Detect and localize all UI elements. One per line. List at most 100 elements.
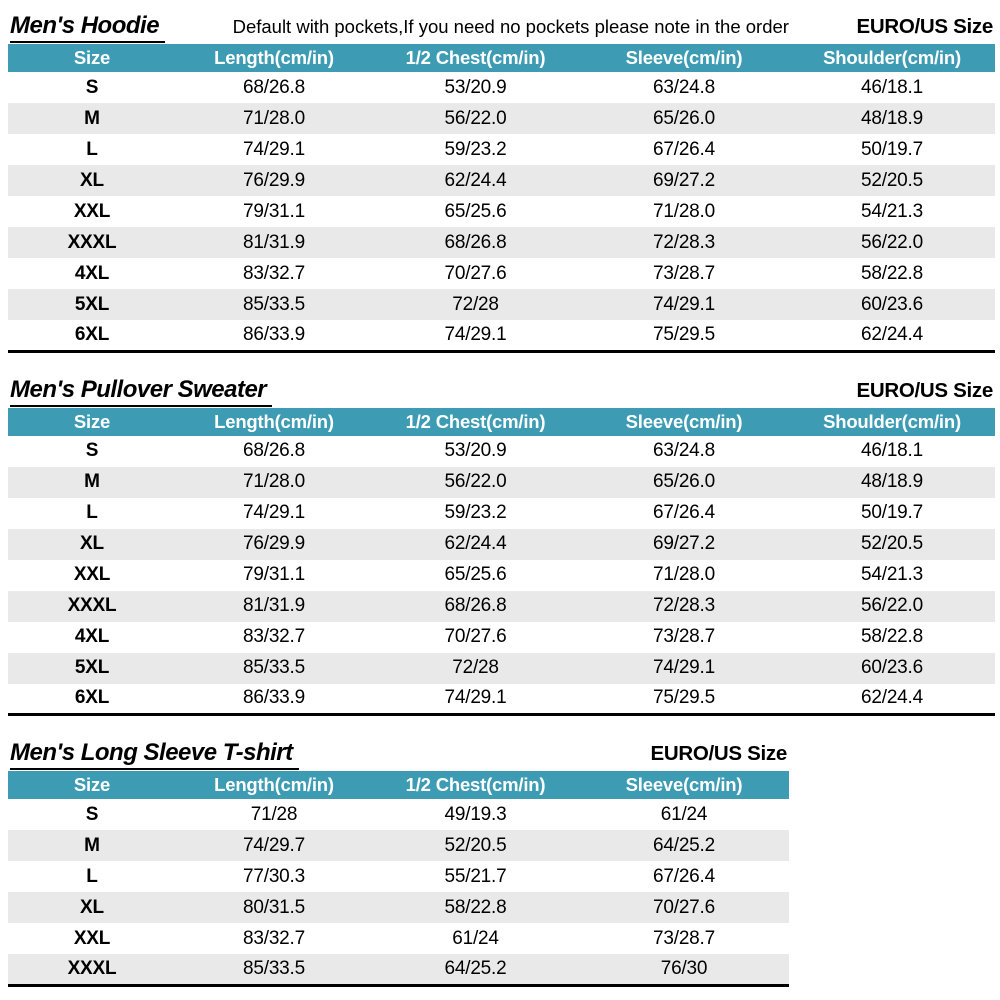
size-cell: L (86, 502, 98, 523)
measurement-cell: 48/18.9 (861, 107, 923, 129)
table-body: S 68/26.8 53/20.9 63/24.8 46/18.1 M 71/28.0 56/… (8, 435, 995, 715)
measurement-cell: 49/19.3 (444, 803, 507, 825)
measurement-cell: 81/31.9 (243, 231, 305, 253)
measurement-cell: 85/33.5 (243, 293, 305, 315)
measurement-cell: 76/30 (660, 957, 708, 979)
measurement-cell: 83/32.7 (243, 626, 305, 647)
size-cell: 4XL (74, 262, 110, 284)
size-cell: XL (80, 533, 104, 554)
measurement-cell: 68/26.8 (444, 231, 507, 253)
measurement-cell: 55/21.7 (444, 865, 507, 887)
section-header: Men's Pullover Sweater EURO/US Size (8, 376, 995, 408)
table-header-row: Size Length(cm/in) 1/2 Chest(cm/in) Sleeve(… (8, 407, 995, 436)
measurement-cell: 71/28.0 (653, 200, 715, 222)
measurement-cell: 68/26.8 (444, 595, 507, 616)
measurement-cell: 72/28 (452, 293, 499, 315)
column-header: Length(cm/in) (176, 407, 372, 436)
measurement-cell: 60/23.6 (861, 657, 923, 678)
table-row: S 68/26.8 53/20.9 63/24.8 46/18.1 (8, 435, 995, 467)
column-header: Shoulder(cm/in) (789, 407, 995, 436)
measurement-cell: 67/26.4 (653, 138, 715, 160)
table-row: XXL 79/31.1 65/25.6 71/28.0 54/21.3 (8, 196, 995, 227)
pullover-size-table: Size Length(cm/in) 1/2 Chest(cm/in) Sleeve(… (8, 407, 995, 716)
size-cell: L (86, 865, 98, 887)
measurement-cell: 71/28.0 (243, 107, 305, 129)
measurement-cell: 56/22.0 (861, 595, 923, 616)
table-row: L 74/29.1 59/23.2 67/26.4 50/19.7 (8, 497, 995, 529)
measurement-cell: 52/20.5 (444, 834, 507, 856)
measurement-cell: 62/24.4 (861, 323, 923, 345)
measurement-cell: 70/27.6 (444, 626, 507, 647)
table-body: S 68/26.8 53/20.9 63/24.8 46/18.1 M 71/28.0 56/… (8, 72, 995, 351)
measurement-cell: 74/29.1 (444, 687, 507, 709)
measurement-cell: 71/28 (250, 803, 298, 825)
size-cell: 4XL (74, 626, 110, 647)
measurement-cell: 72/28.3 (653, 595, 715, 616)
measurement-cell: 56/22.0 (444, 107, 507, 129)
size-cell: S (85, 440, 99, 461)
measurement-cell: 71/28.0 (653, 564, 715, 585)
size-cell: M (84, 107, 100, 129)
table-row: XXL 83/32.7 61/24 73/28.7 (8, 923, 789, 954)
table-row: L 77/30.3 55/21.7 67/26.4 (8, 861, 789, 892)
measurement-cell: 52/20.5 (861, 169, 923, 191)
size-standard-label: EURO/US Size (856, 378, 993, 402)
size-cell: XXXL (67, 595, 117, 616)
column-header: Size (8, 771, 176, 799)
measurement-cell: 60/23.6 (861, 293, 923, 315)
table-row: 6XL 86/33.9 74/29.1 75/29.5 62/24.4 (8, 320, 995, 351)
measurement-cell: 64/25.2 (444, 957, 507, 979)
measurement-cell: 81/31.9 (243, 595, 305, 616)
table-row: 4XL 83/32.7 70/27.6 73/28.7 58/22.8 (8, 621, 995, 653)
measurement-cell: 69/27.2 (653, 533, 715, 554)
measurement-cell: 68/26.8 (243, 440, 305, 461)
size-cell: XXL (73, 927, 111, 949)
measurement-cell: 77/30.3 (243, 865, 305, 887)
size-cell: 6XL (74, 687, 110, 709)
measurement-cell: 56/22.0 (444, 471, 507, 492)
column-header: Size (8, 44, 176, 72)
section-header: Men's Hoodie Default with pockets,If you… (8, 12, 995, 44)
table-row: 6XL 86/33.9 74/29.1 75/29.5 62/24.4 (8, 683, 995, 715)
measurement-cell: 73/28.7 (653, 262, 715, 284)
size-cell: XXL (73, 564, 111, 585)
measurement-cell: 63/24.8 (653, 440, 715, 461)
header-row: Size Length(cm/in) 1/2 Chest(cm/in) Sleeve(… (8, 771, 789, 799)
measurement-cell: 46/18.1 (861, 440, 923, 461)
table-row: 5XL 85/33.5 72/28 74/29.1 60/23.6 (8, 652, 995, 684)
measurement-cell: 83/32.7 (243, 927, 305, 949)
measurement-cell: 58/22.8 (861, 626, 923, 647)
measurement-cell: 50/19.7 (861, 138, 923, 160)
column-header: 1/2 Chest(cm/in) (372, 771, 579, 799)
measurement-cell: 73/28.7 (653, 626, 715, 647)
measurement-cell: 54/21.3 (861, 564, 923, 585)
measurement-cell: 65/26.0 (653, 471, 715, 492)
section-hoodie: Men's Hoodie Default with pockets,If you… (8, 12, 995, 353)
measurement-cell: 54/21.3 (861, 200, 923, 222)
measurement-cell: 80/31.5 (243, 896, 305, 918)
measurement-cell: 76/29.9 (243, 169, 305, 191)
measurement-cell: 74/29.1 (243, 138, 305, 160)
measurement-cell: 69/27.2 (653, 169, 715, 191)
column-header: Sleeve(cm/in) (579, 771, 789, 799)
measurement-cell: 72/28.3 (653, 231, 715, 253)
measurement-cell: 85/33.5 (243, 957, 305, 979)
measurement-cell: 58/22.8 (444, 896, 507, 918)
section-title: Men's Pullover Sweater (10, 376, 273, 407)
hoodie-size-table: Size Length(cm/in) 1/2 Chest(cm/in) Sleeve(… (8, 44, 995, 353)
table-row: XL 76/29.9 62/24.4 69/27.2 52/20.5 (8, 528, 995, 560)
section-title: Men's Hoodie (10, 12, 166, 43)
column-header: 1/2 Chest(cm/in) (372, 44, 579, 72)
measurement-cell: 74/29.1 (653, 293, 715, 315)
pockets-note: Default with pockets,If you need no pock… (232, 16, 789, 37)
table-header-row: Size Length(cm/in) 1/2 Chest(cm/in) Sleeve(… (8, 44, 995, 72)
table-row: XXXL 81/31.9 68/26.8 72/28.3 56/22.0 (8, 590, 995, 622)
table-header-row: Size Length(cm/in) 1/2 Chest(cm/in) Sleeve(… (8, 771, 789, 799)
table-row: XXL 79/31.1 65/25.6 71/28.0 54/21.3 (8, 559, 995, 591)
size-cell: L (86, 138, 98, 160)
column-header: 1/2 Chest(cm/in) (372, 407, 579, 436)
measurement-cell: 46/18.1 (861, 76, 923, 98)
size-cell: XXXL (67, 957, 117, 979)
measurement-cell: 59/23.2 (444, 138, 507, 160)
